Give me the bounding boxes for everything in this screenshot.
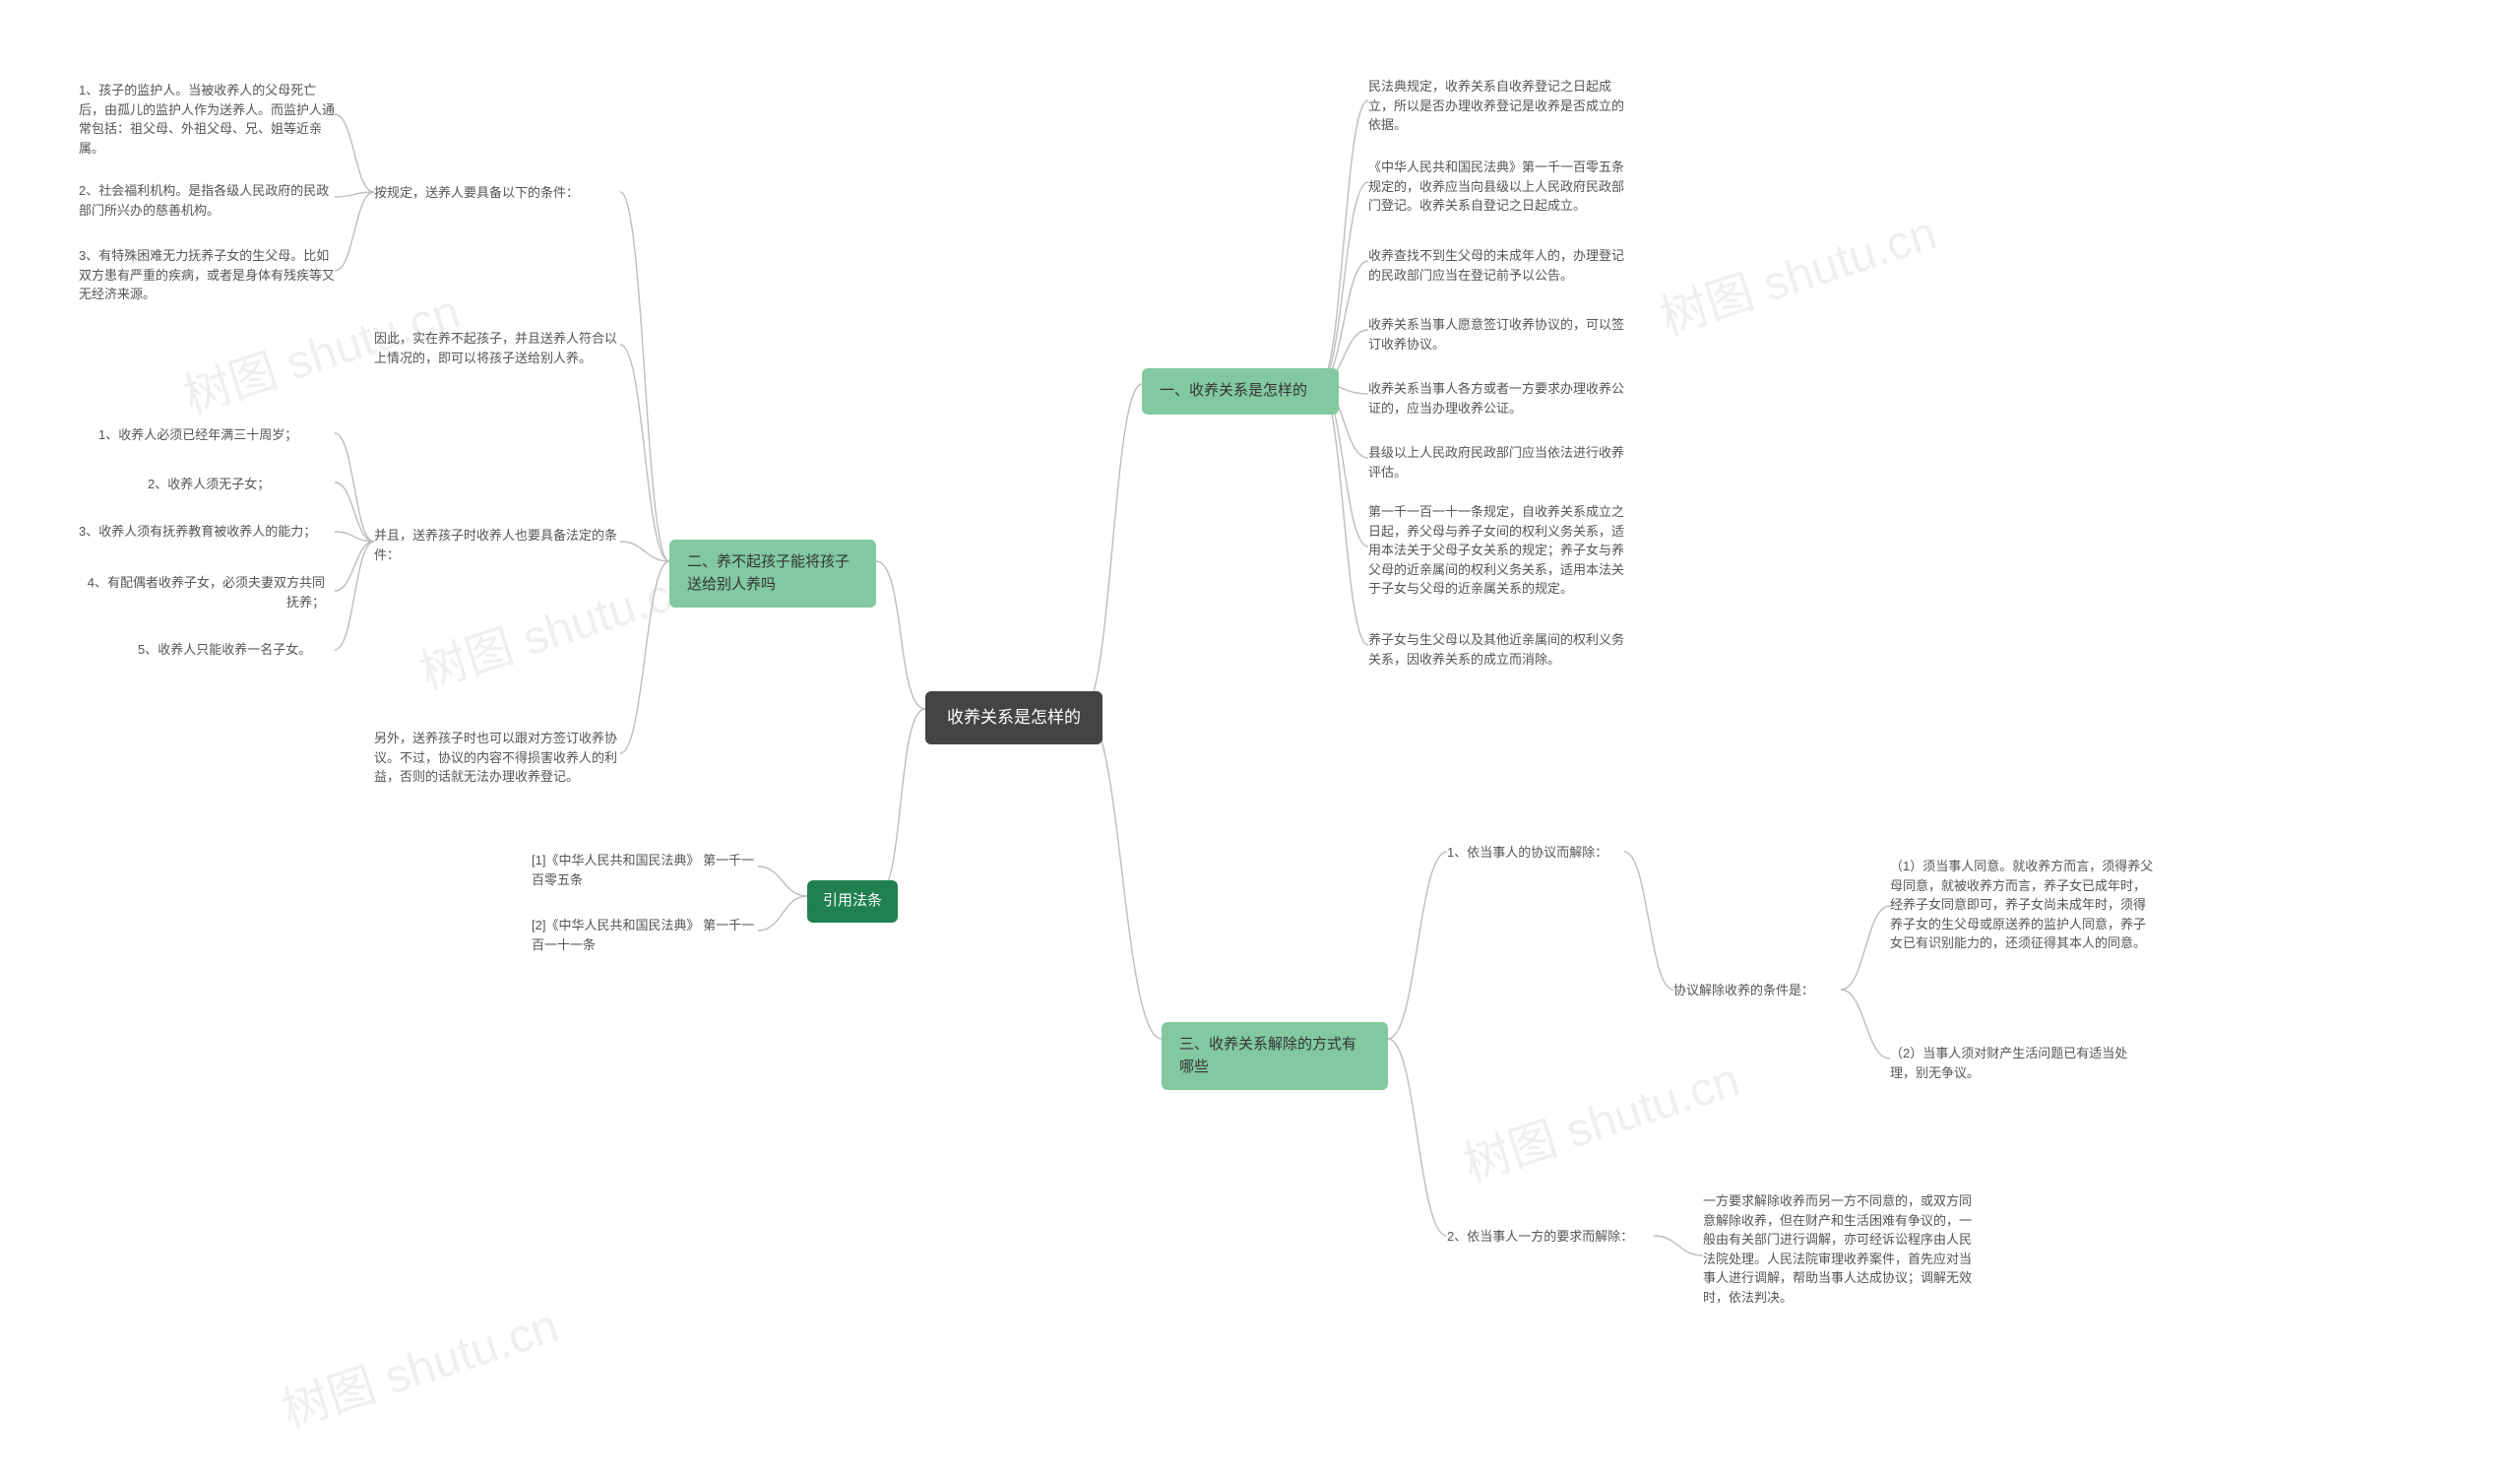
branch-right-3: 三、收养关系解除的方式有哪些 — [1162, 1022, 1388, 1090]
leaf: [1]《中华人民共和国民法典》 第一千一百零五条 — [532, 851, 758, 889]
watermark: 树图 shutu.cn — [1453, 1041, 1746, 1194]
root-node: 收养关系是怎样的 — [925, 691, 1102, 744]
leaf: （1）须当事人同意。就收养方而言，须得养父母同意，就被收养方而言，养子女已成年时… — [1890, 857, 2156, 953]
leaf: 收养关系当事人愿意签订收养协议的，可以签订收养协议。 — [1368, 315, 1624, 353]
leaf: 2、依当事人一方的要求而解除： — [1447, 1227, 1633, 1247]
leaf: 1、孩子的监护人。当被收养人的父母死亡后，由孤儿的监护人作为送养人。而监护人通常… — [79, 81, 335, 158]
leaf: 1、收养人必须已经年满三十周岁； — [98, 425, 297, 445]
leaf: [2]《中华人民共和国民法典》 第一千一百一十一条 — [532, 916, 758, 954]
branch-left-ref: 引用法条 — [807, 880, 898, 923]
watermark: 树图 shutu.cn — [410, 548, 703, 702]
leaf: 并且，送养孩子时收养人也要具备法定的条件： — [374, 526, 620, 564]
leaf: 2、社会福利机构。是指各级人民政府的民政部门所兴办的慈善机构。 — [79, 181, 335, 220]
leaf: 4、有配偶者收养子女，必须夫妻双方共同抚养； — [79, 573, 325, 611]
watermark: 树图 shutu.cn — [1650, 194, 1943, 348]
leaf: 1、依当事人的协议而解除： — [1447, 843, 1607, 863]
watermark: 树图 shutu.cn — [272, 1287, 565, 1441]
leaf: 一方要求解除收养而另一方不同意的，或双方同意解除收养，但在财产和生活困难有争议的… — [1703, 1191, 1979, 1307]
leaf: 《中华人民共和国民法典》第一千一百零五条规定的，收养应当向县级以上人民政府民政部… — [1368, 158, 1624, 216]
leaf: 收养关系当事人各方或者一方要求办理收养公证的，应当办理收养公证。 — [1368, 379, 1624, 417]
leaf: 协议解除收养的条件是： — [1673, 981, 1814, 1000]
leaf: 县级以上人民政府民政部门应当依法进行收养评估。 — [1368, 443, 1624, 482]
leaf: 养子女与生父母以及其他近亲属间的权利义务关系，因收养关系的成立而消除。 — [1368, 630, 1624, 669]
leaf: 因此，实在养不起孩子，并且送养人符合以上情况的，即可以将孩子送给别人养。 — [374, 329, 620, 367]
leaf: 3、收养人须有抚养教育被收养人的能力； — [79, 522, 316, 542]
leaf: 3、有特殊困难无力抚养子女的生父母。比如双方患有严重的疾病，或者是身体有残疾等又… — [79, 246, 335, 304]
branch-right-1: 一、收养关系是怎样的 — [1142, 368, 1339, 415]
leaf: 5、收养人只能收养一名子女。 — [138, 640, 311, 660]
leaf: （2）当事人须对财产生活问题已有适当处理，别无争议。 — [1890, 1044, 2146, 1082]
leaf: 收养查找不到生父母的未成年人的，办理登记的民政部门应当在登记前予以公告。 — [1368, 246, 1624, 285]
leaf: 第一千一百一十一条规定，自收养关系成立之日起，养父母与养子女间的权利义务关系，适… — [1368, 502, 1624, 599]
leaf: 民法典规定，收养关系自收养登记之日起成立，所以是否办理收养登记是收养是否成立的依… — [1368, 77, 1624, 135]
leaf: 2、收养人须无子女； — [148, 475, 270, 494]
leaf: 另外，送养孩子时也可以跟对方签订收养协议。不过，协议的内容不得损害收养人的利益，… — [374, 729, 620, 787]
branch-left-2: 二、养不起孩子能将孩子送给别人养吗 — [669, 540, 876, 608]
leaf: 按规定，送养人要具备以下的条件： — [374, 183, 579, 203]
